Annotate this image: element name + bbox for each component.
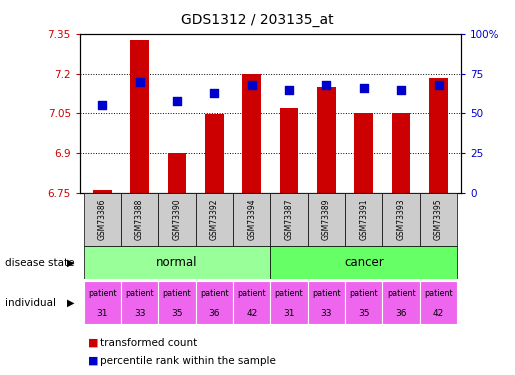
Bar — [280, 108, 298, 193]
Text: ▶: ▶ — [67, 258, 75, 268]
Bar — [429, 78, 448, 193]
Bar — [345, 281, 383, 324]
Text: ■: ■ — [88, 338, 98, 348]
Bar — [196, 193, 233, 246]
Text: GSM73390: GSM73390 — [173, 199, 181, 240]
Bar — [392, 113, 410, 193]
Point — [322, 82, 331, 88]
Text: 36: 36 — [209, 309, 220, 318]
Point — [397, 87, 405, 93]
Text: patient: patient — [125, 289, 154, 298]
Bar — [354, 113, 373, 193]
Text: GSM73394: GSM73394 — [247, 199, 256, 240]
Text: disease state: disease state — [5, 258, 75, 268]
Text: GSM73387: GSM73387 — [285, 199, 294, 240]
Bar — [420, 281, 457, 324]
Bar — [83, 193, 121, 246]
Text: 42: 42 — [433, 309, 444, 318]
Text: 33: 33 — [134, 309, 145, 318]
Text: GSM73393: GSM73393 — [397, 199, 406, 240]
Bar — [121, 281, 158, 324]
Bar — [270, 246, 457, 279]
Bar — [93, 190, 112, 193]
Text: individual: individual — [5, 298, 56, 308]
Bar — [383, 281, 420, 324]
Text: GSM73386: GSM73386 — [98, 199, 107, 240]
Text: patient: patient — [274, 289, 303, 298]
Bar — [270, 193, 308, 246]
Text: 42: 42 — [246, 309, 258, 318]
Text: patient: patient — [200, 289, 229, 298]
Point — [135, 79, 144, 85]
Bar — [205, 114, 224, 193]
Text: GSM73388: GSM73388 — [135, 199, 144, 240]
Bar — [308, 281, 345, 324]
Bar — [83, 281, 121, 324]
Point — [434, 82, 442, 88]
Text: GSM73395: GSM73395 — [434, 199, 443, 240]
Bar — [158, 193, 196, 246]
Bar — [83, 246, 270, 279]
Text: 31: 31 — [283, 309, 295, 318]
Point — [248, 82, 256, 88]
Bar — [196, 281, 233, 324]
Point — [98, 102, 107, 108]
Text: patient: patient — [387, 289, 416, 298]
Text: GDS1312 / 203135_at: GDS1312 / 203135_at — [181, 13, 334, 27]
Point — [285, 87, 293, 93]
Bar — [130, 40, 149, 193]
Text: 35: 35 — [171, 309, 183, 318]
Text: 33: 33 — [321, 309, 332, 318]
Text: 35: 35 — [358, 309, 370, 318]
Bar — [420, 193, 457, 246]
Text: normal: normal — [156, 256, 198, 269]
Text: GSM73391: GSM73391 — [359, 199, 368, 240]
Bar — [317, 87, 336, 193]
Text: ▶: ▶ — [67, 298, 75, 308]
Text: patient: patient — [350, 289, 378, 298]
Text: cancer: cancer — [344, 256, 384, 269]
Bar — [233, 281, 270, 324]
Text: GSM73392: GSM73392 — [210, 199, 219, 240]
Text: patient: patient — [237, 289, 266, 298]
Bar — [270, 281, 308, 324]
Text: 36: 36 — [396, 309, 407, 318]
Bar — [383, 193, 420, 246]
Text: patient: patient — [163, 289, 191, 298]
Text: ■: ■ — [88, 356, 98, 366]
Text: patient: patient — [424, 289, 453, 298]
Text: GSM73389: GSM73389 — [322, 199, 331, 240]
Text: transformed count: transformed count — [100, 338, 198, 348]
Text: 31: 31 — [96, 309, 108, 318]
Point — [359, 85, 368, 91]
Bar — [167, 153, 186, 193]
Bar — [158, 281, 196, 324]
Text: patient: patient — [88, 289, 116, 298]
Point — [210, 90, 218, 96]
Bar — [243, 74, 261, 193]
Point — [173, 98, 181, 104]
Bar — [233, 193, 270, 246]
Text: patient: patient — [312, 289, 341, 298]
Bar — [308, 193, 345, 246]
Text: percentile rank within the sample: percentile rank within the sample — [100, 356, 277, 366]
Bar — [345, 193, 383, 246]
Bar — [121, 193, 158, 246]
